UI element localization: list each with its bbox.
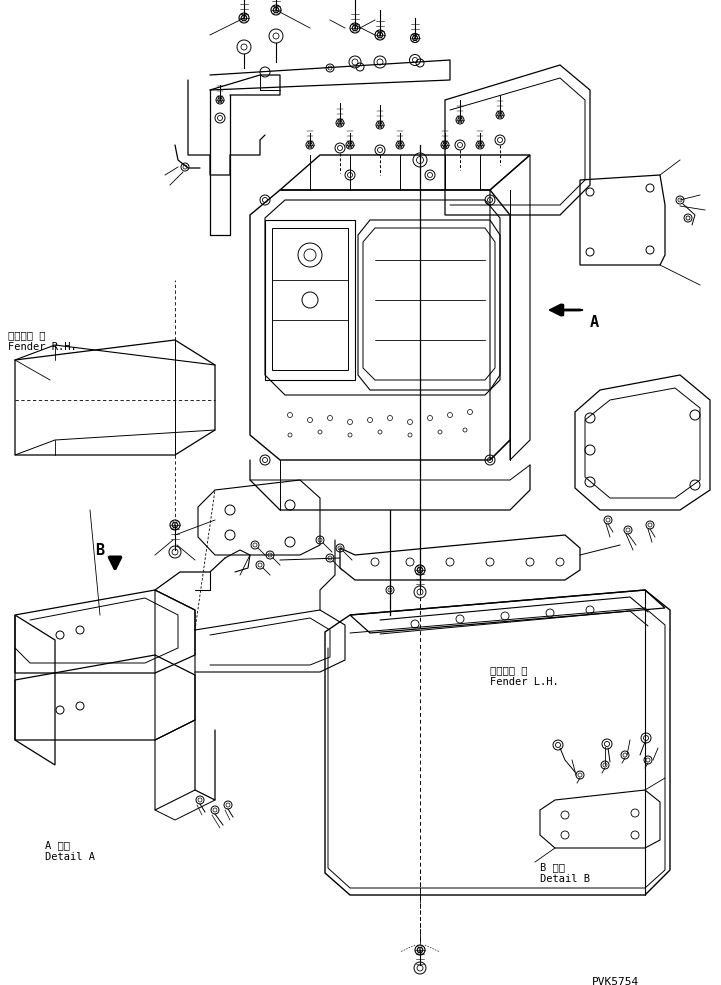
Text: A: A xyxy=(590,315,599,330)
Text: Fender L.H.: Fender L.H. xyxy=(490,677,559,687)
Text: Detail B: Detail B xyxy=(540,874,590,884)
Text: B 詳細: B 詳細 xyxy=(540,862,565,872)
Text: Detail A: Detail A xyxy=(45,852,95,862)
Text: フェンダ 右: フェンダ 右 xyxy=(8,330,45,340)
Text: B: B xyxy=(95,543,104,558)
Text: PVK5754: PVK5754 xyxy=(592,977,640,985)
Text: Fender R.H.: Fender R.H. xyxy=(8,342,76,352)
Text: フェンダ 左: フェンダ 左 xyxy=(490,665,528,675)
Text: A 詳細: A 詳細 xyxy=(45,840,70,850)
